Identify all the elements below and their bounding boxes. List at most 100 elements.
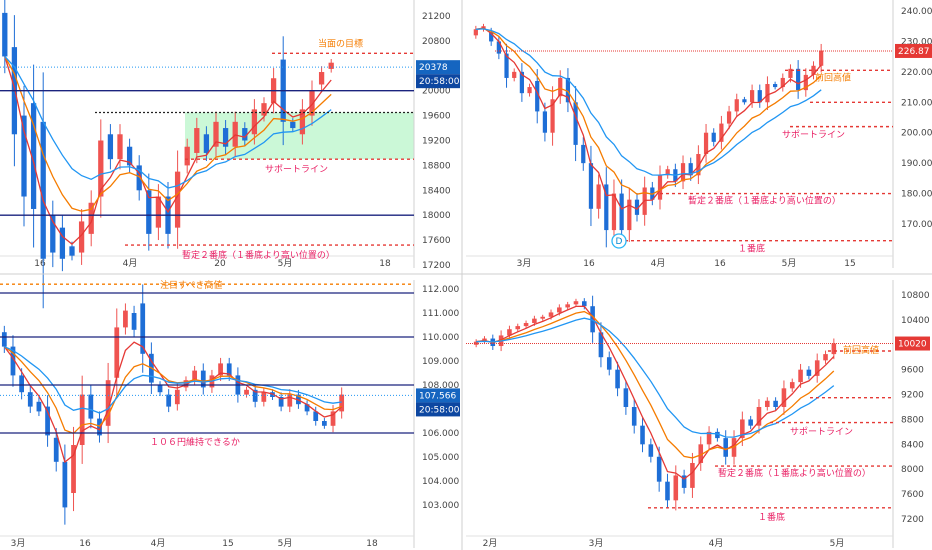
candle-body (803, 74, 808, 91)
x-tick-label: 18 (366, 539, 378, 549)
candle-body (88, 394, 94, 419)
y-tick-label: 230.00 (901, 37, 932, 47)
candle-body (50, 215, 56, 253)
candle-body (565, 77, 571, 103)
candle-body (136, 165, 142, 191)
candle-body (606, 357, 612, 370)
ma-fast-line (3, 341, 343, 464)
y-tick-label: 20000 (422, 87, 451, 97)
x-tick-label: 3月 (589, 538, 604, 549)
candle-body (634, 199, 640, 215)
candle-body (45, 406, 50, 436)
candle-body (756, 407, 762, 426)
y-tick-label: 21200 (422, 12, 451, 22)
y-tick-label: 109.000 (422, 357, 459, 367)
x-tick-label: 16 (714, 259, 726, 269)
candle-body (734, 99, 739, 112)
y-tick-label: 105.000 (422, 453, 459, 463)
candle-body (213, 121, 219, 147)
y-tick-label: 220.00 (901, 68, 932, 78)
ma-slow-line (4, 346, 342, 414)
candle-body (706, 431, 712, 445)
annotation-previous-high: 前回高値 (815, 71, 851, 83)
ma-fast-line (475, 27, 822, 210)
x-tick-label: 16 (583, 259, 595, 269)
annotation-previous-high: 前回高値 (843, 344, 879, 356)
annotation-hold-106: １０６円維持できるか (150, 436, 240, 448)
ma-slow-line (475, 28, 822, 176)
candle-body (21, 115, 27, 197)
candle-body (299, 109, 306, 135)
candle-body (588, 163, 594, 209)
candle-body (40, 121, 46, 259)
x-tick-label: 16 (34, 259, 46, 269)
x-tick-label: 5月 (830, 538, 845, 549)
candle-body (773, 84, 778, 88)
candle-body (131, 313, 137, 330)
candle-body (740, 419, 745, 439)
candle-body (1, 332, 7, 347)
candle-body (304, 404, 310, 412)
candle-body (117, 134, 123, 160)
candle-body (313, 411, 319, 421)
candle-body (619, 193, 624, 231)
candle-body (261, 392, 267, 402)
candle-body (287, 394, 293, 407)
candle-body (126, 146, 133, 166)
candle-body (71, 445, 76, 493)
candle-body (105, 380, 111, 426)
candle-body (27, 392, 33, 407)
y-tick-label: 103.000 (422, 501, 459, 511)
price-badge-bg (895, 43, 932, 58)
x-tick-label: 20 (214, 259, 226, 269)
price-badge: 226.87 (898, 47, 930, 57)
candle-body (183, 380, 189, 388)
candle-body (251, 109, 258, 135)
candle-body (194, 128, 200, 153)
y-tick-label: 17200 (422, 261, 451, 271)
x-tick-label: 4月 (151, 538, 166, 549)
y-tick-label: 200.00 (901, 129, 932, 139)
annotation-second-bottom: 暫定２番底（１番底より高い位置の） (182, 249, 335, 261)
ma-fast-line (476, 305, 835, 480)
candle-body (174, 389, 180, 405)
candle-body (604, 184, 609, 231)
candle-body (565, 304, 570, 308)
candle-body (780, 77, 785, 88)
candle-body (36, 401, 42, 412)
candle-body (192, 370, 198, 381)
candle-body (648, 444, 654, 457)
candle-body (581, 144, 586, 164)
candle-body (59, 227, 66, 259)
price-badge-bg (895, 336, 930, 351)
candle-body (640, 425, 645, 445)
candle-body (681, 475, 687, 488)
p4-panel: 1080010400100009600920088008400800076007… (466, 280, 930, 549)
y-tick-label: 108.000 (422, 381, 459, 391)
candle-body (10, 346, 16, 376)
x-tick-label: 4月 (651, 258, 666, 269)
price-badge-bg (416, 60, 460, 75)
p3-panel: 112.000111.000110.000109.000108.000107.0… (0, 279, 460, 549)
price-badge: 10020 (898, 340, 927, 350)
y-tick-label: 106.000 (422, 429, 459, 439)
candle-body (611, 193, 617, 231)
candle-body (548, 312, 554, 317)
p2-panel: 240.00 230.00 220.00 210.00 200.00 190.00 180.… (466, 0, 932, 269)
candle-body (309, 90, 315, 116)
candle-body (140, 303, 146, 354)
candle-body (757, 90, 762, 103)
candle-body (244, 389, 249, 395)
y-tick-label: 210.00 (901, 98, 932, 108)
y-tick-label: 18400 (422, 186, 451, 196)
candle-body (69, 246, 75, 256)
candle-body (823, 354, 828, 361)
candle-body (19, 375, 25, 393)
dividend-marker-icon (611, 233, 627, 249)
candle-body (623, 388, 629, 407)
candle-body (542, 111, 548, 133)
candle-body (200, 370, 206, 388)
candle-body (557, 307, 562, 313)
candle-body (558, 77, 563, 97)
ma-mid-line (4, 56, 332, 212)
